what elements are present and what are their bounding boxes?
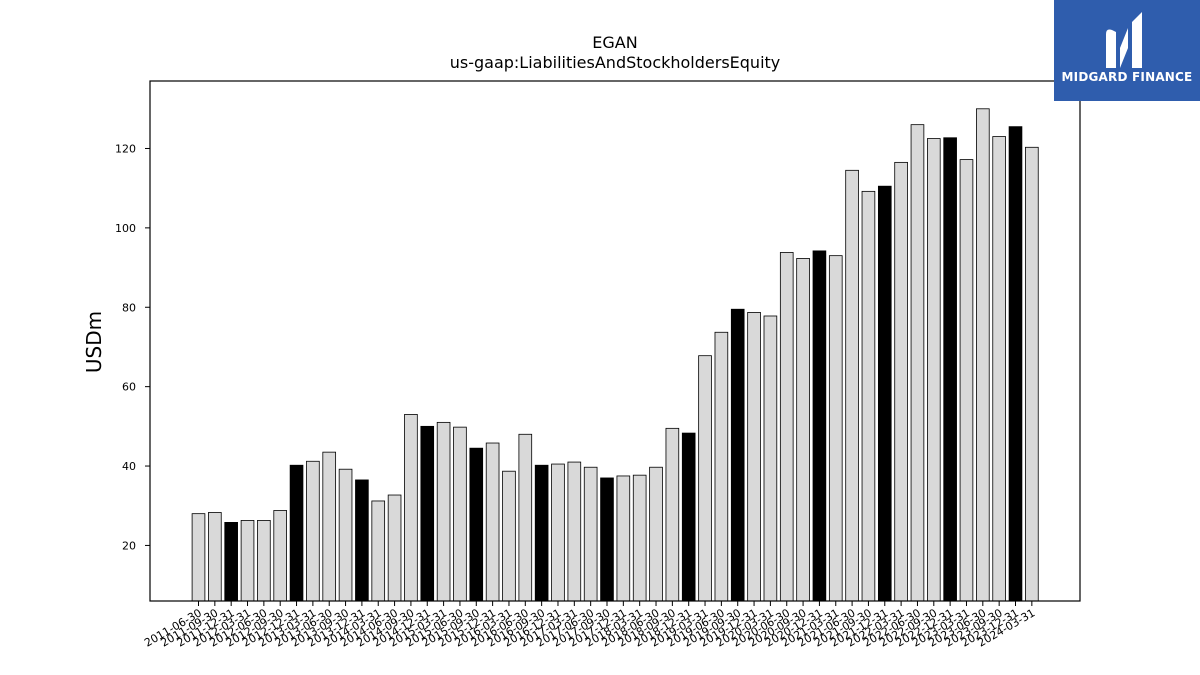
bar-2015-03-31 bbox=[436, 421, 451, 602]
x-axis-ticks: 2011-06-302011-09-302011-12-312012-03-31… bbox=[142, 601, 1037, 650]
bar-2023-12-31 bbox=[1008, 126, 1023, 602]
bar-2012-03-31 bbox=[240, 520, 255, 602]
bar-2022-09-30 bbox=[927, 138, 941, 602]
midgard-logo-icon bbox=[1106, 12, 1142, 68]
bar-2012-09-30 bbox=[273, 510, 287, 602]
bar-2021-06-30 bbox=[845, 169, 859, 602]
bar-2013-09-30 bbox=[338, 468, 353, 602]
y-tick-label: 40 bbox=[122, 460, 136, 473]
bar-2020-09-30 bbox=[796, 258, 810, 602]
logo-text: MIDGARD FINANCE bbox=[1061, 70, 1193, 84]
bar-2017-03-31 bbox=[567, 461, 582, 602]
chart-subtitle: us-gaap:LiabilitiesAndStockholdersEquity bbox=[450, 53, 781, 72]
bar-2015-06-30 bbox=[453, 426, 467, 602]
bar-2013-12-31 bbox=[355, 479, 369, 602]
bar-2014-12-31 bbox=[420, 425, 435, 602]
bar-2017-06-30 bbox=[583, 466, 598, 602]
bar-2017-09-30 bbox=[600, 477, 614, 602]
bar-2011-09-30 bbox=[208, 512, 222, 602]
bar-2019-09-30 bbox=[730, 308, 745, 602]
plot-frame bbox=[149, 80, 1081, 602]
bar-2019-12-31 bbox=[747, 312, 761, 602]
bar-2016-12-31 bbox=[551, 463, 565, 602]
bar-2016-09-30 bbox=[534, 464, 549, 602]
y-axis-ticks: 20 40 60 80 100 120 bbox=[115, 142, 150, 552]
bar-2020-12-31 bbox=[812, 250, 827, 602]
bar-2014-09-30 bbox=[404, 414, 418, 602]
bar-2012-06-30 bbox=[257, 520, 271, 602]
y-tick-label: 80 bbox=[122, 301, 136, 314]
bars-group bbox=[191, 108, 1039, 602]
bar-2015-12-31 bbox=[485, 442, 500, 602]
bar-2019-03-31 bbox=[698, 355, 712, 602]
y-tick-label: 120 bbox=[115, 142, 136, 155]
bar-2022-06-30 bbox=[910, 124, 925, 602]
bar-2015-09-30 bbox=[469, 447, 484, 602]
bar-2023-09-30 bbox=[992, 136, 1006, 602]
bar-2012-12-31 bbox=[289, 464, 304, 602]
bar-2011-12-31 bbox=[224, 522, 238, 602]
chart-title: EGAN bbox=[592, 33, 637, 52]
bar-2019-06-30 bbox=[714, 331, 729, 602]
bar-2023-06-30 bbox=[976, 108, 990, 602]
bar-2011-06-30 bbox=[191, 513, 206, 602]
bar-2018-03-31 bbox=[632, 474, 647, 602]
bar-2014-03-31 bbox=[371, 500, 386, 602]
bar-2022-03-31 bbox=[894, 161, 908, 602]
bar-2017-12-31 bbox=[616, 475, 631, 602]
bar-2021-09-30 bbox=[861, 190, 876, 602]
bar-2014-06-30 bbox=[387, 494, 402, 602]
bar-2020-06-30 bbox=[779, 252, 794, 602]
bar-2022-12-31 bbox=[943, 137, 957, 602]
bar-2018-09-30 bbox=[665, 427, 680, 602]
y-tick-label: 100 bbox=[115, 222, 136, 235]
y-tick-label: 60 bbox=[122, 381, 136, 394]
bar-2013-03-31 bbox=[306, 460, 320, 602]
bar-2016-06-30 bbox=[518, 433, 533, 602]
bar-2024-03-31 bbox=[1025, 146, 1039, 602]
bar-2018-06-30 bbox=[649, 466, 663, 602]
bar-2021-12-31 bbox=[877, 185, 892, 602]
bar-2021-03-31 bbox=[828, 255, 843, 602]
bar-2023-03-31 bbox=[959, 159, 974, 602]
bar-2016-03-31 bbox=[502, 470, 516, 602]
bar-2020-03-31 bbox=[763, 315, 778, 602]
y-axis-label: USDm bbox=[82, 311, 106, 373]
midgard-finance-logo: MIDGARD FINANCE bbox=[1054, 0, 1200, 101]
bar-2013-06-30 bbox=[322, 451, 337, 602]
bar-2018-12-31 bbox=[681, 432, 696, 602]
y-tick-label: 20 bbox=[122, 539, 136, 552]
